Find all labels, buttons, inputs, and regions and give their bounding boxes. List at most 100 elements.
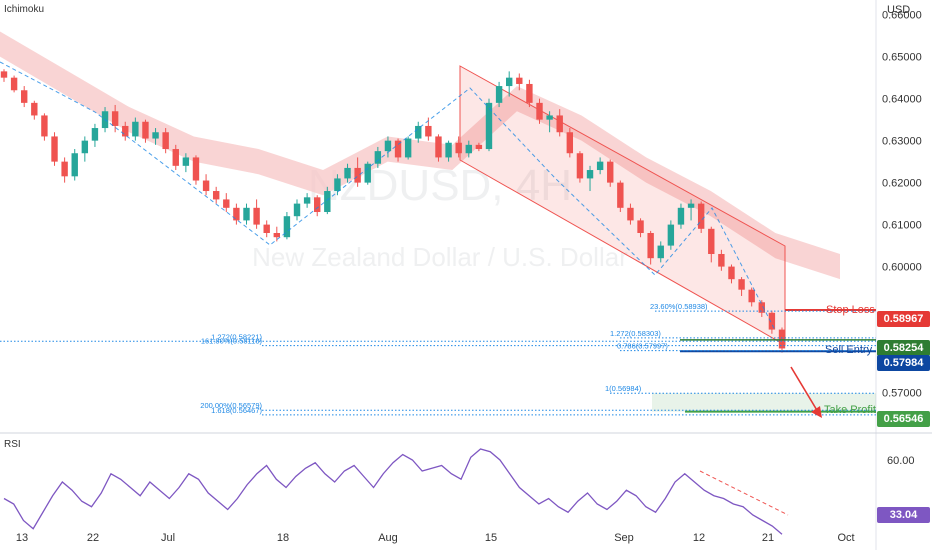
candle <box>677 203 685 229</box>
time-tick-label: 13 <box>16 532 28 544</box>
candle <box>374 146 382 168</box>
arrow-shaft <box>790 366 819 413</box>
candle-body <box>394 140 402 158</box>
candle <box>586 165 594 192</box>
candle <box>465 140 472 158</box>
candle-body <box>536 102 543 120</box>
candle-body <box>637 220 644 234</box>
candle-body <box>212 191 220 200</box>
candle <box>253 199 260 229</box>
candle-body <box>384 140 392 152</box>
blue-level-price-box: 0.57984 <box>877 355 930 371</box>
candle <box>61 157 68 183</box>
zigzag-lines <box>0 61 776 331</box>
candle <box>111 104 119 133</box>
candle-body <box>132 121 139 137</box>
candle <box>51 132 58 166</box>
candle <box>455 136 462 158</box>
rsi-title: RSI <box>4 439 21 450</box>
price-tick-label: 0.66000 <box>882 10 922 22</box>
candle <box>41 113 48 141</box>
fib-levels: 23.60%(0.58938) 1.272(0.58303) 1.272(0.582… <box>0 302 876 416</box>
candle <box>91 123 99 147</box>
candle-body <box>425 125 432 137</box>
candle-body <box>708 228 715 254</box>
candle <box>738 277 745 296</box>
candle-body <box>293 203 301 217</box>
candle <box>152 128 159 145</box>
candle-body <box>677 207 685 225</box>
candle <box>697 201 705 234</box>
zigzag-path <box>0 61 776 331</box>
candle <box>10 75 18 93</box>
candle <box>394 138 402 162</box>
candle <box>81 136 89 162</box>
candle <box>122 121 129 141</box>
fib-label: 1.618(0.56467) <box>211 406 262 415</box>
candle-body <box>71 153 78 177</box>
candle <box>223 193 230 213</box>
candle-body <box>0 71 8 78</box>
price-axis: 0.66000 0.65000 0.64000 0.63000 0.62000 0.610… <box>882 10 922 400</box>
sell-entry-price-box: 0.58254 <box>877 340 930 356</box>
time-axis: 13 22 Jul 18 Aug 15 Sep 12 21 Oct <box>16 532 855 544</box>
take-profit-label: Take Profit <box>824 404 876 416</box>
candle <box>415 121 422 143</box>
time-tick-label: Oct <box>837 532 854 544</box>
candle-body <box>233 207 240 221</box>
candle-body <box>162 132 169 150</box>
candle <box>657 241 664 263</box>
target-arrow <box>790 366 822 418</box>
candle-body <box>122 125 129 137</box>
fib-label: 1(0.56984) <box>605 384 642 393</box>
fib-label: 0.786(0.57997) <box>617 342 668 351</box>
time-tick-label: Jul <box>161 532 175 544</box>
candle-body <box>142 121 149 139</box>
candle <box>425 117 432 141</box>
candle-body <box>526 83 533 103</box>
candle <box>31 100 38 120</box>
candle-body <box>314 197 321 213</box>
candle <box>0 69 8 82</box>
candle <box>627 203 634 225</box>
rsi-trendline <box>699 470 789 516</box>
candle <box>617 180 624 213</box>
candle-body <box>253 207 260 225</box>
fib-label: 23.60%(0.58938) <box>650 302 708 311</box>
fib-label: 1.272(0.58221) <box>211 332 262 341</box>
candle <box>505 71 513 97</box>
candle <box>314 195 321 217</box>
candle-body <box>404 138 412 158</box>
stop-loss-price-box: 0.58967 <box>877 311 930 327</box>
price-tick-label: 0.64000 <box>882 94 922 106</box>
price-tick-label: 0.65000 <box>882 52 922 64</box>
indicator-title: Ichimoku <box>4 4 45 15</box>
candle-body <box>687 203 695 208</box>
candle <box>263 220 270 238</box>
candle <box>445 140 452 162</box>
time-tick-label: 15 <box>485 532 497 544</box>
candle-body <box>627 207 634 221</box>
candle-body <box>586 170 594 179</box>
candle-body <box>485 102 493 150</box>
candle-body <box>81 140 89 154</box>
candle <box>708 226 715 263</box>
candle-body <box>617 182 624 208</box>
candle-body <box>728 266 735 280</box>
candle-body <box>566 132 574 154</box>
candle <box>212 186 220 204</box>
candle-body <box>374 151 382 164</box>
candle-body <box>172 149 179 166</box>
candle <box>344 163 351 183</box>
candle-body <box>647 233 654 259</box>
rsi-current-box: 33.04 <box>877 507 930 523</box>
candle-body <box>576 153 584 179</box>
candle-body <box>778 329 786 349</box>
candle-body <box>334 178 341 192</box>
candle <box>172 144 179 171</box>
candle <box>596 157 604 175</box>
candle-body <box>667 224 675 246</box>
candle <box>142 119 149 143</box>
candle-body <box>152 132 159 139</box>
